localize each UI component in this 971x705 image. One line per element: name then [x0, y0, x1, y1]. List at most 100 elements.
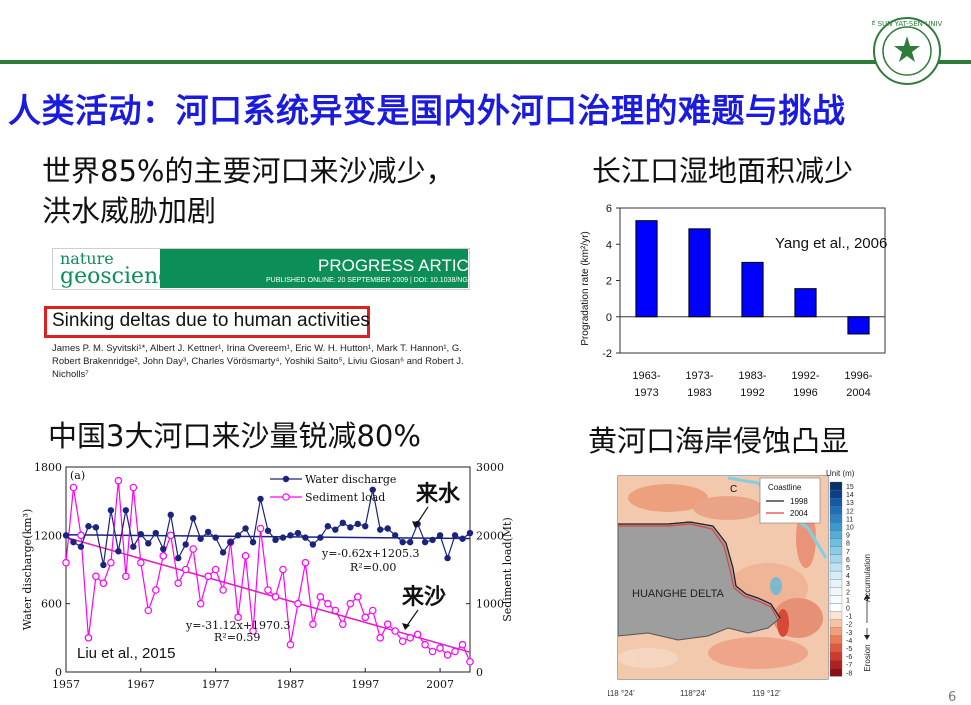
- map-arrow-down-head: [864, 635, 870, 640]
- map-lon-tick-1: 118 °24': [608, 689, 635, 698]
- color-scale-label: -5: [846, 646, 852, 653]
- color-scale-label: 3: [846, 581, 850, 588]
- left-ytick-label: 0: [55, 666, 62, 679]
- left-ytick-label: 1200: [34, 529, 62, 542]
- water-discharge-point: [324, 523, 332, 530]
- bar: [635, 220, 658, 318]
- water-discharge-point: [302, 534, 309, 541]
- map-panel-label: C: [730, 484, 737, 495]
- line-annotation: Liu et al., 2015: [77, 645, 175, 662]
- color-scale-swatch: [829, 660, 843, 669]
- water-discharge-point: [399, 538, 406, 546]
- sediment-load-point: [144, 606, 153, 615]
- university-logo: 中山大学 SUN YAT-SEN UNIVERSITY: [872, 17, 942, 85]
- water-discharge-point: [107, 507, 115, 514]
- water-discharge-point: [115, 548, 122, 555]
- legend-sediment-marker: [282, 493, 290, 501]
- sediment-load-point: [353, 593, 362, 601]
- sediment-load-point: [114, 476, 123, 485]
- sediment-load-point: [368, 606, 377, 615]
- heading-global-deltas: 世界85%的主要河口来沙减少，: [42, 154, 455, 188]
- callout-water-arrowhead: [412, 521, 420, 528]
- map-accumulation-label: Accumulation: [863, 554, 872, 602]
- sediment-load-point: [196, 599, 205, 608]
- right-ytick-label: 1000: [476, 598, 504, 611]
- color-scale-swatch: [829, 538, 843, 547]
- color-scale-swatch: [829, 635, 843, 645]
- bar-ytick-label: -2: [602, 348, 612, 360]
- sediment-load-point: [234, 613, 242, 622]
- color-scale-label: -4: [846, 638, 852, 645]
- progradation-bar-chart: -2 0 2 4 6 Progradation rate (km²/yr) 1963- 197…: [580, 203, 887, 399]
- bar: [794, 288, 817, 318]
- sediment-fit-line: [65, 536, 471, 653]
- color-scale-label: 6: [846, 557, 850, 564]
- heading-yangtze-wetland: 长江口湿地面积减少: [592, 154, 854, 188]
- color-scale-swatch: [829, 643, 843, 653]
- bar-category-label: 1983-: [738, 370, 766, 382]
- sediment-load-point: [159, 552, 168, 560]
- sediment-fit-r2: R²=0.59: [214, 631, 260, 644]
- callout-sediment: 来沙: [401, 585, 446, 610]
- bar-ytick-label: 4: [606, 239, 612, 251]
- sediment-load-point: [301, 558, 310, 567]
- heading-huanghe-erosion: 黄河口海岸侵蚀凸显: [588, 424, 850, 458]
- color-scale-label: 12: [846, 508, 854, 515]
- sediment-load-point: [256, 524, 265, 533]
- sediment-load-point: [107, 558, 115, 567]
- legend-water-label: Water discharge: [305, 473, 396, 486]
- water-discharge-point: [309, 541, 317, 548]
- sediment-load-point: [99, 579, 108, 587]
- water-discharge-point: [197, 535, 204, 542]
- water-discharge-point: [92, 524, 100, 531]
- sediment-load-point: [458, 640, 467, 649]
- water-discharge-point: [339, 519, 347, 527]
- water-discharge-point: [294, 529, 302, 537]
- color-scale-swatch: [829, 587, 843, 596]
- water-discharge-point: [189, 515, 197, 522]
- color-scale-swatch: [829, 514, 843, 523]
- color-scale-label: 2: [846, 589, 850, 596]
- water-discharge-point: [369, 486, 376, 493]
- color-scale-swatch: [829, 611, 843, 620]
- bar-category-label: 1996: [793, 387, 817, 399]
- color-scale-label: 8: [846, 541, 850, 548]
- sediment-load-point: [398, 637, 407, 646]
- color-scale-swatch: [829, 579, 843, 588]
- color-scale-swatch: [829, 619, 843, 628]
- callout-water: 来水: [415, 482, 461, 507]
- color-scale-label: 4: [846, 573, 850, 580]
- bar-ytick-label: 0: [606, 312, 612, 324]
- water-discharge-point: [444, 554, 451, 562]
- bar: [847, 316, 870, 335]
- sediment-load-point: [331, 606, 340, 615]
- heading-flood-threat: 洪水威胁加剧: [42, 194, 217, 228]
- water-discharge-point: [227, 538, 234, 546]
- sediment-load-point: [316, 593, 325, 601]
- water-discharge-point: [264, 527, 272, 534]
- sediment-load-point: [189, 545, 197, 553]
- bar-category-label: 1992: [740, 387, 764, 399]
- sediment-load-point: [436, 644, 444, 652]
- color-scale-swatch: [829, 546, 843, 556]
- water-discharge-point: [429, 536, 436, 544]
- sediment-load-point: [174, 579, 183, 587]
- water-discharge-point: [175, 554, 182, 562]
- color-scale-label: 1: [846, 597, 850, 604]
- right-ytick-label: 2000: [476, 529, 504, 542]
- map-unit-label: Unit (m): [826, 469, 855, 478]
- water-discharge-point: [332, 526, 339, 533]
- bar-category-label: 1973-: [685, 370, 713, 382]
- water-discharge-point: [354, 520, 361, 528]
- color-scale-swatch: [829, 481, 843, 491]
- page-number: 6: [948, 690, 957, 705]
- sediment-load-point: [339, 620, 347, 628]
- water-discharge-point: [391, 532, 399, 539]
- sediment-load-point: [137, 558, 145, 567]
- water-discharge-point: [317, 534, 324, 541]
- map-lon-tick-3: 119 °12': [752, 689, 781, 698]
- sediment-load-point: [383, 620, 392, 628]
- bar-category-label: 1963-: [632, 370, 660, 382]
- water-discharge-point: [436, 532, 444, 539]
- xtick-label: 1987: [276, 678, 304, 691]
